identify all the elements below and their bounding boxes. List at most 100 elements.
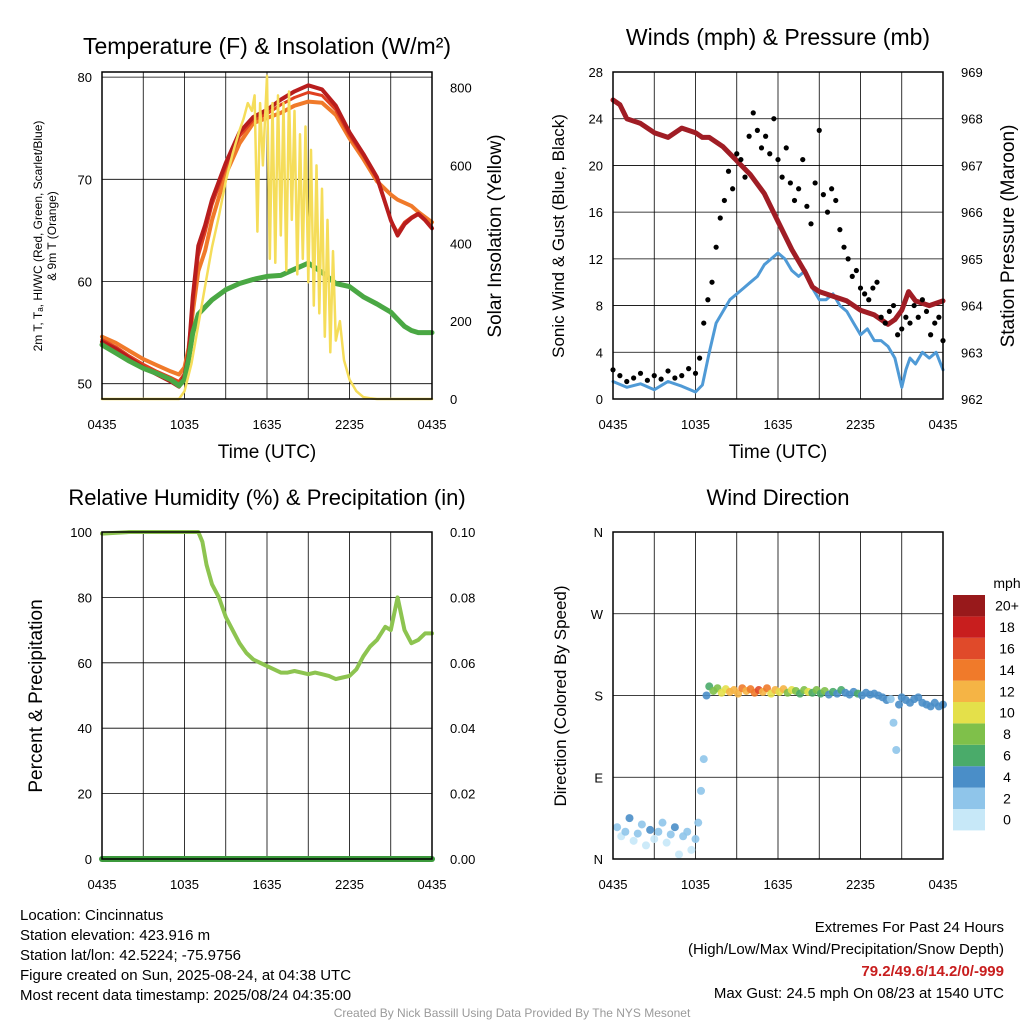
y-tick-label: N: [594, 852, 603, 867]
legend-swatch: [953, 766, 985, 788]
gust-point: [915, 314, 921, 320]
legend-swatch: [953, 787, 985, 809]
grid: [102, 531, 432, 860]
y-tick-label: 8: [596, 299, 603, 314]
y2-tick-label: 0.08: [450, 590, 475, 605]
gust-point: [829, 186, 835, 192]
gust-point: [738, 156, 744, 163]
x-tick-label: 1635: [764, 417, 793, 432]
gust-point: [837, 227, 843, 233]
solar-insolation-line: [100, 74, 434, 401]
y-tick-label: 50: [78, 377, 92, 392]
gust-point: [679, 373, 685, 379]
x-tick-label: 1635: [253, 417, 282, 432]
gust-point: [750, 110, 756, 116]
y-tick-label: 60: [78, 656, 92, 671]
y-tick-label: 60: [78, 274, 92, 289]
y-tick-label: 16: [589, 205, 603, 220]
y-tick-label: 28: [589, 65, 603, 80]
plot-frame: [101, 531, 433, 860]
y2-tick-label: 400: [450, 236, 472, 251]
direction-point: [625, 814, 634, 823]
station-latlon: Station lat/lon: 42.5224; -75.9756: [20, 947, 242, 964]
gust-point: [919, 297, 925, 303]
gust-point: [870, 285, 876, 291]
wind-direction-title: Wind Direction: [706, 485, 849, 510]
direction-point: [892, 746, 901, 754]
gust-point: [804, 203, 810, 209]
humidity-left-label: Percent & Precipitation: [26, 599, 47, 792]
gust-point: [721, 197, 727, 204]
direction-point: [691, 835, 700, 844]
max-gust: Max Gust: 24.5 mph On 08/23 at 1540 UTC: [713, 985, 1004, 1002]
y2-tick-label: 969: [961, 65, 983, 80]
gust-point: [890, 302, 897, 309]
gust-point: [812, 180, 818, 186]
legend-swatch: [953, 723, 985, 745]
gust-points: [610, 110, 946, 385]
x-tick-label: 2235: [846, 417, 875, 432]
legend-label: 6: [1003, 748, 1011, 764]
gust-point: [816, 127, 822, 133]
gust-point: [767, 151, 773, 157]
station-pressure-line: [610, 97, 946, 327]
gust-point: [936, 314, 942, 320]
gust-point: [853, 267, 859, 274]
gust-point: [717, 215, 723, 221]
td-line: [99, 260, 435, 389]
direction-point: [687, 845, 696, 854]
temperature-panel: Temperature (F) & Insolation (W/m²) 2m T…: [31, 33, 506, 463]
y2-tick-label: 0.02: [450, 787, 475, 802]
direction-point: [670, 823, 679, 832]
y2-tick-label: 962: [961, 392, 983, 407]
x-tick-label: 0435: [418, 417, 447, 432]
direction-point: [642, 841, 650, 850]
y-tick-label: 80: [78, 70, 92, 85]
gust-point: [874, 279, 880, 285]
direction-point: [633, 829, 642, 838]
y-tick-label: 12: [589, 252, 603, 267]
gust-point: [686, 366, 692, 372]
speed-legend: 0 2 4 6 8 10 12 14 16 18 20+: [953, 595, 1019, 831]
gust-point: [903, 314, 909, 320]
legend-label: 12: [999, 683, 1015, 699]
humidity-title: Relative Humidity (%) & Precipitation (i…: [68, 485, 465, 510]
gust-point: [775, 156, 781, 163]
wind-direction-panel: Wind Direction Direction (Colored By Spe…: [551, 485, 1021, 892]
x-tick-label: 2235: [335, 417, 364, 432]
gust-point: [845, 256, 851, 262]
wind-direction-left-label: Direction (Colored By Speed): [551, 585, 570, 806]
gust-point: [692, 370, 699, 376]
extremes-title: Extremes For Past 24 Hours: [814, 919, 1004, 936]
direction-point: [763, 684, 771, 693]
gust-point: [746, 133, 752, 139]
credit-line: Created By Nick Bassill Using Data Provi…: [333, 1006, 691, 1020]
gust-point: [742, 174, 748, 180]
temperature-x-label: Time (UTC): [218, 442, 317, 463]
temperature-left-label-2: & 9m T (Orange): [45, 191, 59, 281]
direction-point: [658, 818, 667, 827]
x-tick-label: 1635: [764, 877, 793, 892]
y-tick-label: W: [591, 607, 604, 622]
winds-title: Winds (mph) & Pressure (mb): [626, 24, 930, 50]
y2-tick-label: 966: [961, 205, 983, 220]
gust-point: [928, 332, 934, 338]
temperature-left-label-1: 2m T, Tₐ, HI/WC (Red, Green, Scarlet/Blu…: [31, 121, 45, 352]
x-tick-label: 1035: [170, 417, 199, 432]
gust-point: [705, 297, 711, 303]
direction-point: [629, 836, 638, 845]
x-tick-label: 2235: [846, 877, 875, 892]
legend-label: 16: [999, 641, 1015, 657]
gust-point: [758, 145, 765, 151]
gust-point: [754, 127, 760, 133]
legend-swatch: [953, 702, 985, 724]
winds-right-label: Station Pressure (Maroon): [998, 125, 1019, 348]
direction-point: [666, 830, 675, 839]
direction-point: [895, 700, 903, 709]
x-tick-label: 0435: [929, 417, 958, 432]
gust-point: [932, 320, 938, 326]
y2-tick-label: 963: [961, 345, 983, 360]
y2-tick-label: 0.00: [450, 852, 475, 867]
legend-swatch: [953, 616, 985, 638]
legend-label: 14: [999, 662, 1015, 678]
